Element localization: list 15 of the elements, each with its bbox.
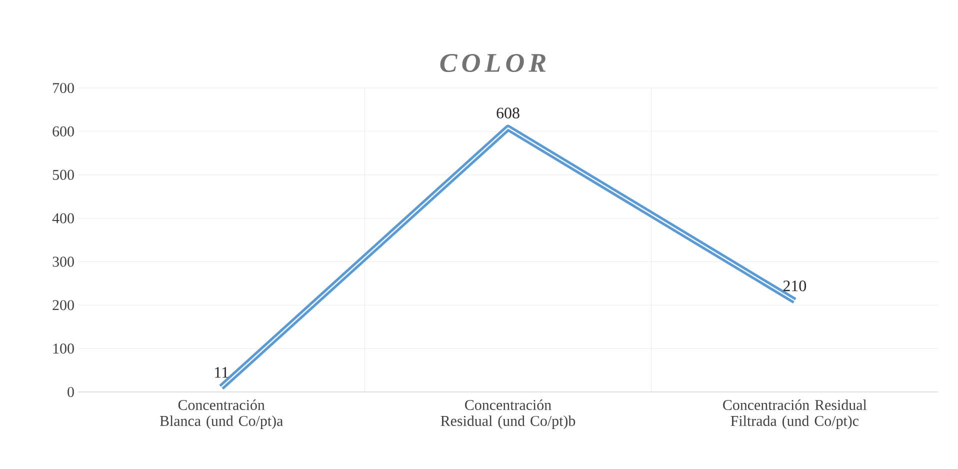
x-tick-label: Concentración Blanca (und Co/pt)a xyxy=(160,400,283,430)
y-tick-label: 100 xyxy=(53,344,74,354)
chart-title: COLOR xyxy=(440,54,546,72)
y-tick-label: 200 xyxy=(52,300,74,310)
y-tick-label: 700 xyxy=(53,82,74,94)
data-label: 11 xyxy=(215,367,228,378)
y-tick-label: 500 xyxy=(52,170,74,180)
y-tick-label: 400 xyxy=(52,213,74,224)
y-tick-label: 600 xyxy=(52,126,74,136)
y-tick-label: 300 xyxy=(52,256,74,267)
data-label: 210 xyxy=(783,280,806,292)
x-tick-label: Concentración Residual (und Co/pt)b xyxy=(440,400,576,430)
x-tick-label: Concentración Residual Filtrada (und Co/pt)c xyxy=(723,400,867,430)
y-tick-label: 0 xyxy=(68,386,74,398)
data-label: 608 xyxy=(496,108,520,118)
